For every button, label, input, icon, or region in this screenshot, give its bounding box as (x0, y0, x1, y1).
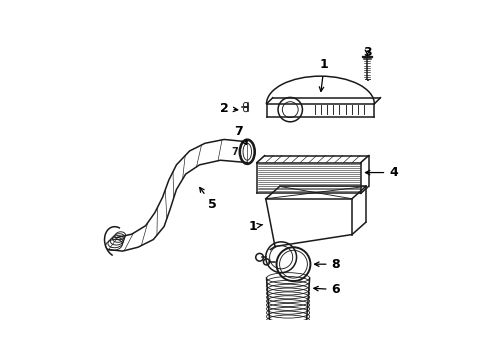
Text: 7: 7 (231, 147, 238, 157)
Text: 2: 2 (220, 102, 238, 115)
Text: 1: 1 (248, 220, 263, 233)
Text: 5: 5 (200, 188, 217, 211)
Text: 6: 6 (314, 283, 340, 296)
Text: 8: 8 (315, 258, 340, 271)
Text: 3: 3 (363, 46, 372, 59)
Text: 1: 1 (319, 58, 329, 91)
Text: 7: 7 (234, 125, 246, 144)
Text: 4: 4 (366, 166, 398, 179)
